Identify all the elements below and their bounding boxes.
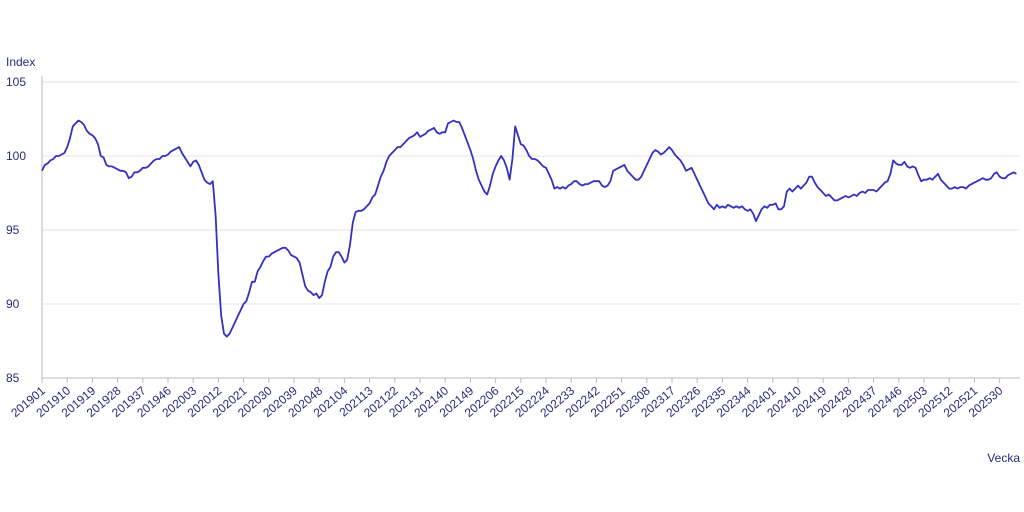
y-axis-label: Index: [6, 55, 35, 69]
y-tick-label: 85: [6, 371, 20, 385]
y-tick-label: 105: [6, 75, 26, 89]
y-tick-label: 95: [6, 223, 20, 237]
y-tick-label: 90: [6, 297, 20, 311]
x-axis-label: Vecka: [987, 451, 1020, 465]
data-line: [41, 119, 1017, 338]
y-tick-label: 100: [6, 149, 26, 163]
